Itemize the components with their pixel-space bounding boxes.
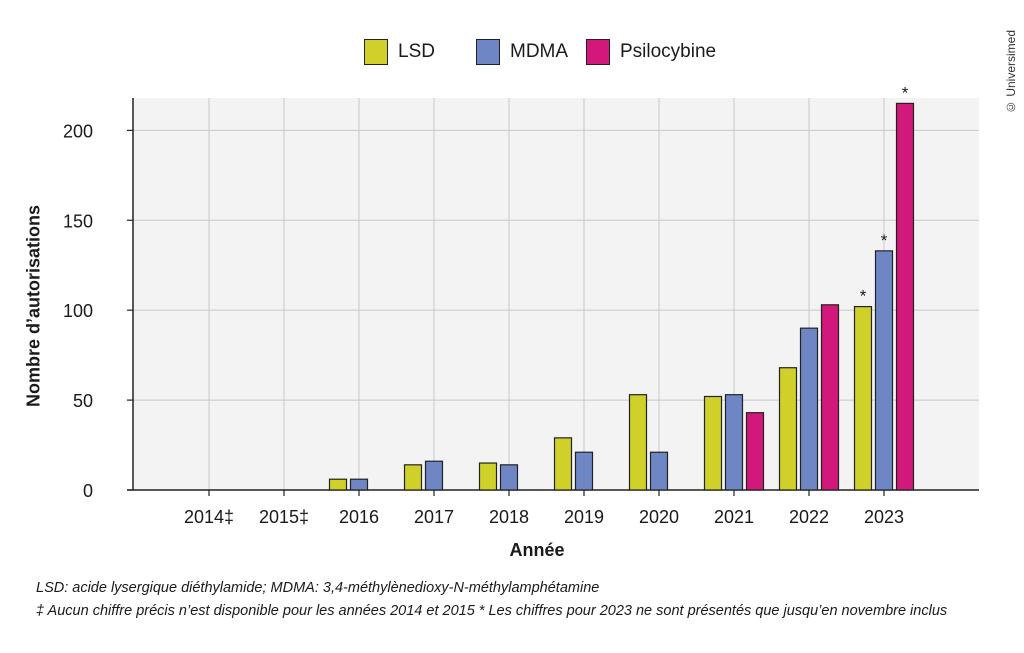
x-tick-label: 2014‡ [184, 507, 234, 527]
bar-psilocybine-2023 [895, 102, 915, 491]
bar-lsd-2018 [478, 462, 498, 491]
y-tick-label: 150 [63, 211, 93, 231]
legend-item-mdma: MDMA [476, 36, 568, 68]
bar-lsd-2017 [403, 464, 423, 491]
bar-mdma-2016 [349, 478, 369, 491]
legend: LSD MDMA Psilocybine [0, 36, 1024, 68]
x-tick-label: 2015‡ [259, 507, 309, 527]
bar-annotation: * [881, 231, 888, 250]
x-tick-label: 2023 [864, 507, 904, 527]
bar-mdma-2023 [874, 250, 894, 491]
x-tick-label: 2020 [639, 507, 679, 527]
bar-mdma-2018 [499, 464, 519, 491]
bar-annotation: * [902, 83, 909, 102]
y-tick-label: 50 [73, 391, 93, 411]
x-tick-label: 2021 [714, 507, 754, 527]
legend-swatch-psilocybine [586, 39, 610, 65]
legend-label-psilocybine: Psilocybine [620, 41, 717, 62]
bar-mdma-2022 [799, 327, 819, 491]
bar-lsd-2021 [703, 395, 723, 491]
bar-psilocybine-2021 [745, 412, 765, 491]
x-tick-label: 2019 [564, 507, 604, 527]
footnotes: LSD: acide lysergique diéthylamide; MDMA… [36, 577, 947, 623]
y-tick-label: 100 [63, 301, 93, 321]
bar-mdma-2017 [424, 460, 444, 491]
legend-item-lsd: LSD [364, 36, 435, 68]
y-tick-label: 0 [83, 481, 93, 501]
copyright-credit: © Universimed [1004, 30, 1018, 115]
bar-annotation: * [860, 287, 867, 306]
bar-mdma-2021 [724, 394, 744, 491]
bar-psilocybine-2022 [820, 304, 840, 491]
legend-swatch-lsd [364, 39, 388, 65]
legend-label-lsd: LSD [398, 41, 435, 62]
bar-lsd-2016 [328, 478, 348, 491]
footnote-abbreviations: LSD: acide lysergique diéthylamide; MDMA… [36, 580, 600, 596]
bars-group: * * * [328, 83, 915, 491]
x-tick-label: 2018 [489, 507, 529, 527]
tick-labels: 0 50 100 150 200 2014‡ 2015‡ 2016 2017 2018 2019 20… [63, 121, 904, 527]
footnote-data-availability: ‡ Aucun chiffre précis n’est disponible … [36, 603, 948, 619]
y-axis-title: Nombre d’autorisations [23, 204, 44, 408]
x-axis-title: Année [509, 540, 565, 560]
x-tick-label: 2016 [339, 507, 379, 527]
bar-lsd-2023 [853, 305, 873, 491]
legend-item-psilocybine: Psilocybine [586, 36, 716, 68]
bar-mdma-2020 [649, 451, 669, 491]
bar-lsd-2019 [553, 437, 573, 491]
x-tick-label: 2017 [414, 507, 454, 527]
legend-swatch-mdma [476, 39, 500, 65]
bar-lsd-2020 [628, 394, 648, 491]
y-tick-label: 200 [63, 121, 93, 141]
bar-lsd-2022 [778, 367, 798, 491]
x-tick-label: 2022 [789, 507, 829, 527]
legend-label-mdma: MDMA [510, 41, 569, 62]
plot-background [133, 98, 979, 490]
bar-mdma-2019 [574, 451, 594, 491]
